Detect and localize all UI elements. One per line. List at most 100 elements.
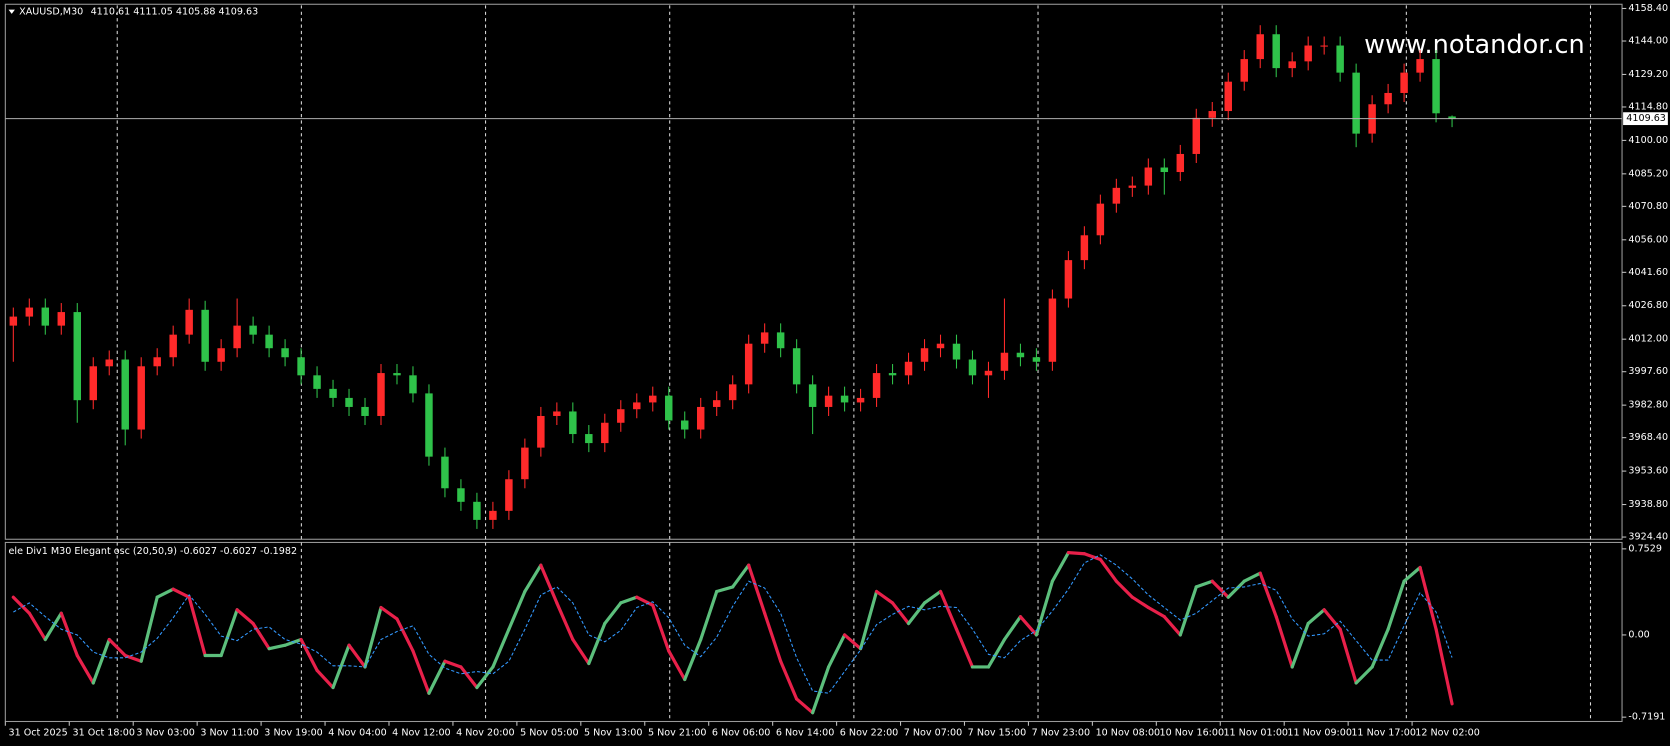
oscillator-segment <box>539 563 559 605</box>
oscillator-segment <box>1050 551 1070 583</box>
candle-body <box>1336 45 1344 73</box>
oscillator-segment <box>91 637 111 685</box>
candle-body <box>57 312 66 326</box>
x-tick-label: 12 Nov 02:00 <box>1415 728 1480 739</box>
oscillator-segment <box>779 659 799 701</box>
oscillator-segment <box>1002 615 1023 642</box>
oscillator-segment <box>379 605 399 621</box>
x-tick-label: 4 Nov 20:00 <box>456 728 514 739</box>
oscillator-segment <box>491 627 511 669</box>
oscillator-segment <box>827 633 847 669</box>
candle-body <box>649 395 657 403</box>
candle-body <box>425 393 433 457</box>
candle-body <box>952 343 961 360</box>
candle-body <box>1208 111 1216 118</box>
candle-body <box>73 312 81 401</box>
oscillator-segment <box>890 601 911 626</box>
oscillator-segment <box>507 589 527 631</box>
candle-body <box>728 384 737 401</box>
oscillator-segment <box>603 601 623 626</box>
oscillator-segment <box>395 617 415 653</box>
candle-body <box>888 373 897 376</box>
oscillator-segment <box>75 653 95 685</box>
x-tick-label: 7 Nov 15:00 <box>968 728 1026 739</box>
candle-body <box>265 334 273 349</box>
x-tick-label: 3 Nov 11:00 <box>200 728 258 739</box>
menu-arrow[interactable] <box>8 9 15 14</box>
candle-body <box>968 359 977 376</box>
oscillator-segment <box>635 595 655 607</box>
candle-body <box>1192 117 1201 154</box>
oscillator-segment <box>43 611 63 642</box>
candle-body <box>41 307 50 326</box>
y-tick-label: 3968.40 <box>1628 432 1668 443</box>
oscillator-segment <box>619 595 639 605</box>
oscillator-segment <box>874 589 895 605</box>
candle-body <box>313 375 321 389</box>
y-tick-label: 4144.00 <box>1628 36 1668 47</box>
y-tick-label: 4129.20 <box>1628 69 1668 80</box>
candle-body <box>1352 72 1360 134</box>
candle-body <box>601 422 609 444</box>
candle-body <box>457 488 465 502</box>
period-separators <box>116 5 1592 721</box>
oscillator-segment <box>427 659 447 695</box>
oscillator-segment <box>699 589 719 642</box>
candle-body <box>1176 153 1185 173</box>
x-tick-label: 6 Nov 06:00 <box>712 728 770 739</box>
candle-body <box>1064 260 1073 299</box>
x-tick-label: 4 Nov 12:00 <box>392 728 450 739</box>
oscillator-segment <box>1338 627 1358 685</box>
y-tick-label: 4056.00 <box>1628 234 1668 245</box>
candle-body <box>233 325 241 349</box>
oscillator-segment <box>1098 557 1118 583</box>
oscillator-segment <box>1290 621 1310 669</box>
candle-body <box>537 415 545 448</box>
y-tick-label: 4070.80 <box>1628 201 1668 212</box>
x-tick-label: 10 Nov 08:00 <box>1096 728 1161 739</box>
candle-body <box>856 397 865 403</box>
price-panel <box>4 3 1623 540</box>
oscillator-segment <box>842 633 863 651</box>
oscillator-segment <box>986 637 1007 669</box>
candle-body <box>872 373 881 398</box>
candle-body <box>1384 92 1392 105</box>
oscillator-segment <box>1402 565 1422 583</box>
oscillator-segment <box>1274 615 1294 669</box>
candle-body <box>521 447 529 480</box>
oscillator-segment <box>1018 615 1039 637</box>
oscillator-segment <box>938 589 959 631</box>
candle-body <box>1272 34 1280 69</box>
y-tick-label: 0.00 <box>1628 629 1649 640</box>
oscillator-segment <box>1354 665 1374 685</box>
oscillator-segment <box>523 563 543 594</box>
candle-body <box>1304 45 1312 62</box>
candle-body <box>1128 185 1137 188</box>
x-tick-label: 31 Oct 2025 <box>9 728 68 739</box>
oscillator-segment <box>651 603 671 653</box>
oscillator-segment <box>667 649 687 682</box>
last-high: 4111.05 <box>133 6 173 17</box>
indicator-value: -0.6027 <box>180 545 217 556</box>
oscillator-segment <box>715 585 735 594</box>
oscillator-segment <box>283 637 303 647</box>
y-tick-label: 4158.40 <box>1628 3 1668 14</box>
oscillator-segment <box>555 601 575 642</box>
candle-body <box>409 375 417 394</box>
oscillator-segment <box>331 643 351 690</box>
oscillator-segment <box>763 611 783 663</box>
candle-body <box>840 395 849 403</box>
oscillator-segment <box>315 668 335 690</box>
candle-body <box>1288 61 1296 69</box>
oscillator-segment <box>107 637 127 658</box>
candle-body <box>329 388 337 398</box>
oscillator-segment <box>587 621 607 666</box>
candle-body <box>505 479 513 511</box>
y-tick-label: 3953.60 <box>1628 466 1668 477</box>
x-tick-label: 7 Nov 23:00 <box>1032 728 1090 739</box>
oscillator-segment <box>1242 571 1262 583</box>
candle-body <box>1144 167 1153 186</box>
candle-body <box>984 370 993 376</box>
oscillator-segment <box>443 659 463 669</box>
indicator-value: -0.6027 <box>220 545 257 556</box>
